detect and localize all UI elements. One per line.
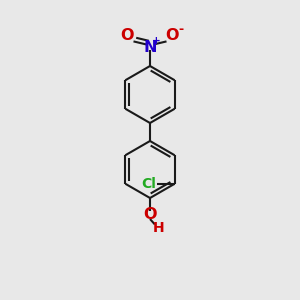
Text: O: O (143, 207, 157, 222)
Text: -: - (178, 23, 184, 37)
Text: H: H (153, 221, 164, 235)
Text: Cl: Cl (141, 177, 156, 191)
Text: O: O (120, 28, 134, 44)
Text: O: O (165, 28, 178, 44)
Text: N: N (143, 40, 157, 55)
Text: +: + (152, 36, 160, 46)
